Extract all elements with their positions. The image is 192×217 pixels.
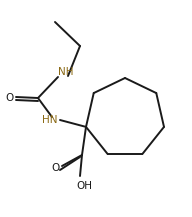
- Text: O: O: [5, 93, 13, 103]
- Text: HN: HN: [42, 115, 58, 125]
- Text: NH: NH: [58, 67, 74, 77]
- Text: O: O: [52, 163, 60, 173]
- Text: OH: OH: [76, 181, 92, 191]
